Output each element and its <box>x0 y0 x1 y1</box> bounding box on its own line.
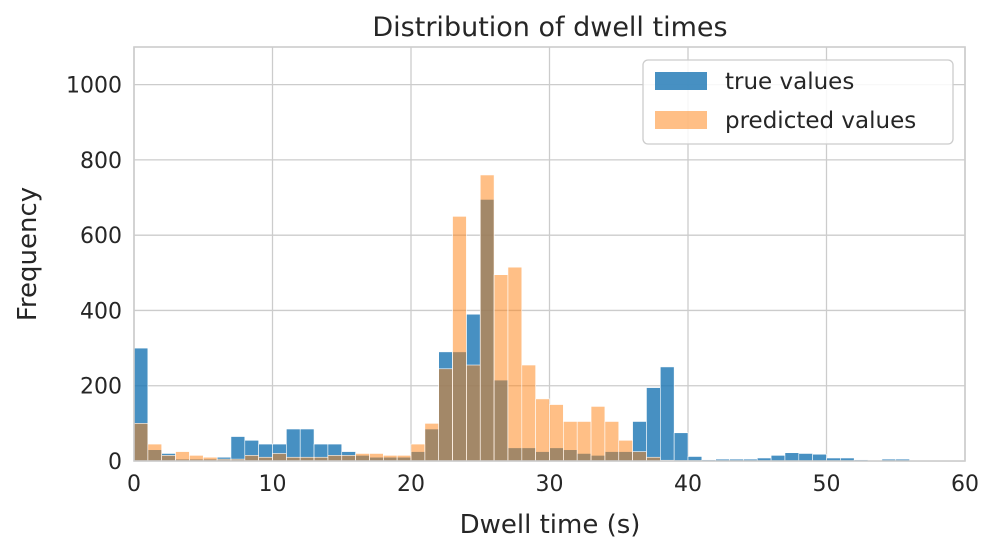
y-tick-label: 200 <box>80 375 122 400</box>
bar-predicted-values <box>424 423 440 462</box>
chart-title: Distribution of dwell times <box>372 12 727 43</box>
bar-predicted-values <box>590 406 606 462</box>
bar-predicted-values <box>189 455 204 462</box>
plot-frame <box>133 46 966 462</box>
bar-true-values <box>798 453 813 462</box>
y-tick-label: 1000 <box>66 74 122 99</box>
x-tick-label: 50 <box>813 472 841 497</box>
legend-label-predicted-values: predicted values <box>725 108 916 134</box>
bar-predicted-values <box>452 216 467 462</box>
bar-predicted-values <box>521 364 536 462</box>
y-tick-label: 0 <box>108 450 122 475</box>
legend-box <box>642 59 954 145</box>
bar-true-values <box>812 453 827 462</box>
bar-true-values <box>770 455 786 462</box>
bar-predicted-values <box>133 423 149 462</box>
legend-swatch-predicted-values <box>655 111 707 129</box>
bar-predicted-values <box>396 455 412 462</box>
bar-true-values <box>784 452 800 462</box>
x-tick-label: 60 <box>951 472 979 497</box>
bar-predicted-values <box>382 455 398 462</box>
bar-predicted-values <box>466 364 481 462</box>
bar-predicted-values <box>410 443 426 462</box>
bar-true-values <box>286 428 301 462</box>
y-tick-label: 800 <box>80 149 122 174</box>
bar-predicted-values <box>507 266 523 462</box>
x-axis-label: Dwell time (s) <box>460 510 641 540</box>
legend: true values predicted values <box>642 59 954 145</box>
bar-true-values <box>673 432 689 462</box>
bar-predicted-values <box>369 453 384 462</box>
bar-predicted-values <box>272 453 287 462</box>
bar-predicted-values <box>632 451 647 462</box>
y-axis-label: Frequency <box>13 187 43 321</box>
bar-predicted-values <box>618 439 633 462</box>
bar-predicted-values <box>341 455 356 462</box>
bar-predicted-values <box>327 455 343 462</box>
bar-predicted-values <box>535 398 550 462</box>
bar-predicted-values <box>549 404 564 462</box>
bar-predicted-values <box>479 174 495 462</box>
x-tick-label: 30 <box>536 472 564 497</box>
y-tick-label: 400 <box>80 299 122 324</box>
bar-predicted-values <box>604 421 620 462</box>
bar-true-values <box>659 366 675 462</box>
bar-predicted-values <box>355 453 370 462</box>
x-tick-labels: 0 10 20 30 40 50 60 <box>127 472 979 497</box>
x-tick-label: 20 <box>397 472 425 497</box>
legend-swatch-true-values <box>655 72 707 90</box>
bar-true-values <box>230 436 246 462</box>
x-tick-label: 40 <box>674 472 702 497</box>
legend-label-true-values: true values <box>725 69 854 95</box>
bar-predicted-values <box>147 443 163 462</box>
y-tick-label: 600 <box>80 224 122 249</box>
bar-predicted-values <box>438 368 453 462</box>
x-tick-label: 0 <box>127 472 141 497</box>
series-predicted-values <box>133 174 703 462</box>
bar-predicted-values <box>576 421 592 462</box>
bar-predicted-values <box>175 451 190 462</box>
bar-predicted-values <box>493 274 509 462</box>
bar-true-values <box>646 387 661 462</box>
bar-predicted-values <box>563 421 578 462</box>
bar-predicted-values <box>161 455 176 462</box>
bar-predicted-values <box>244 455 259 462</box>
bar-true-values <box>299 428 315 462</box>
y-tick-labels: 0 200 400 600 800 1000 <box>66 74 122 475</box>
x-tick-label: 10 <box>259 472 287 497</box>
